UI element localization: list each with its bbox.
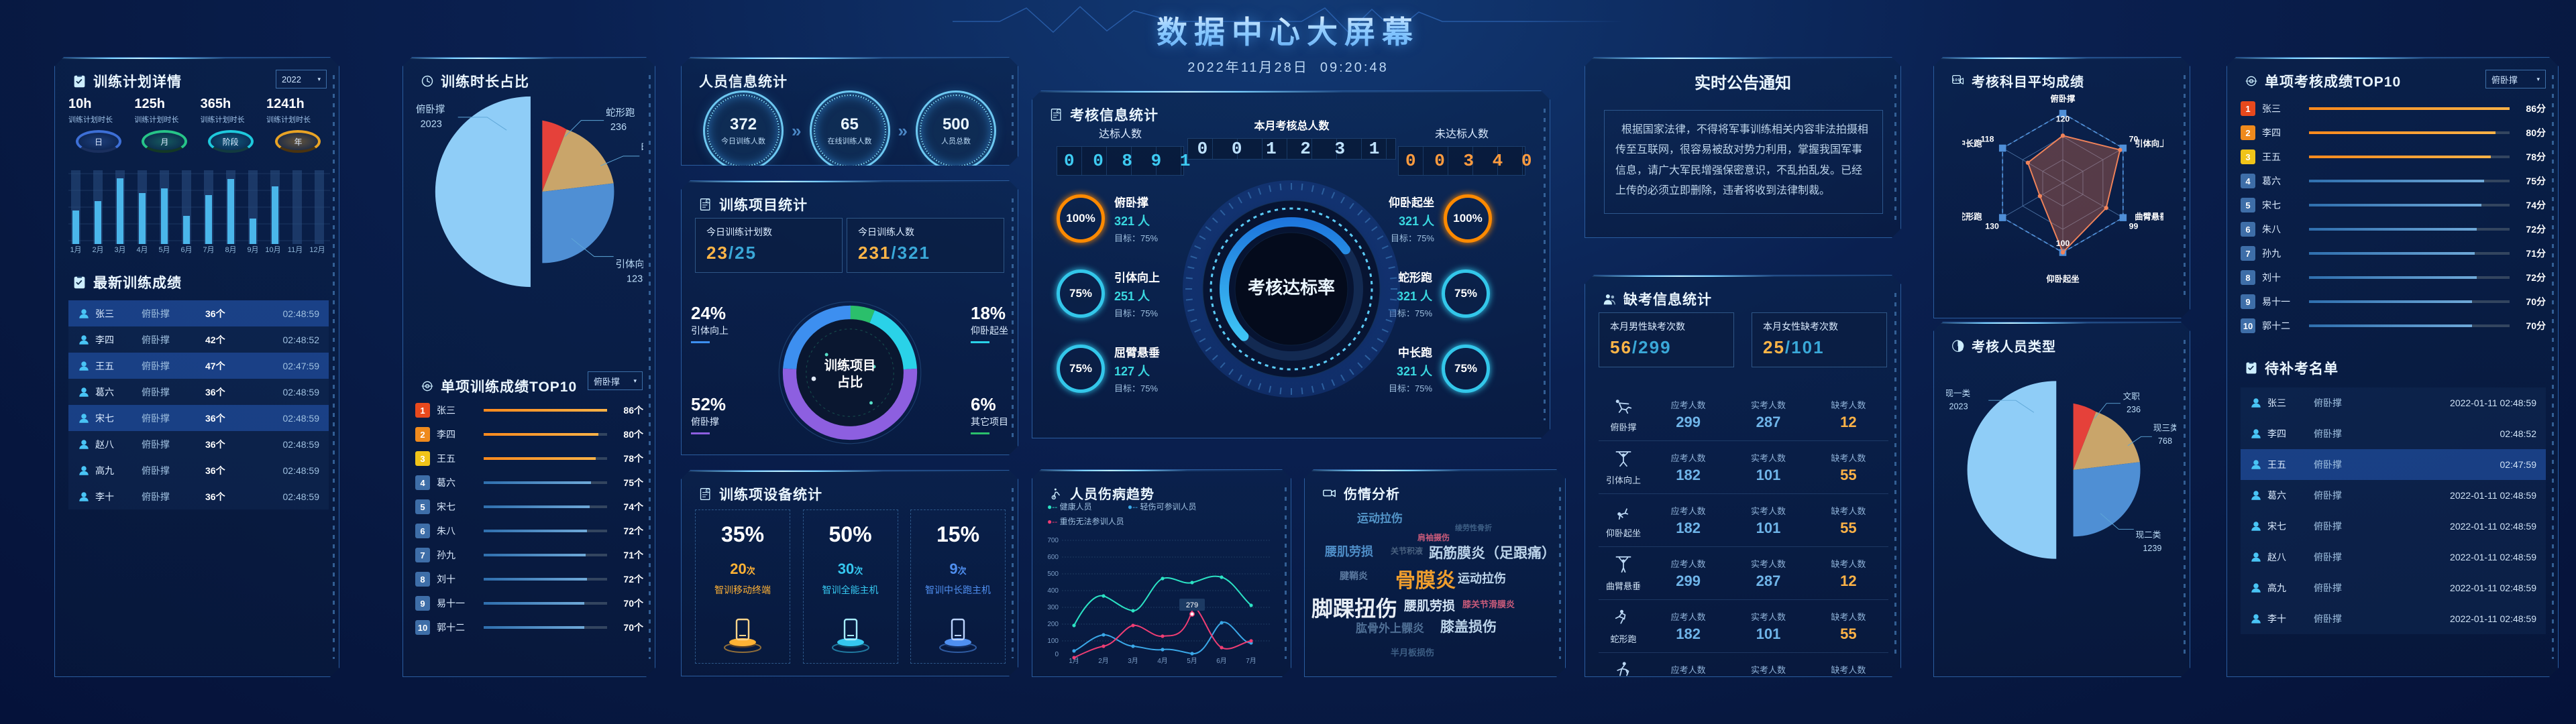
svg-text:考核达标率: 考核达标率 <box>1247 278 1334 298</box>
svg-text:训练项目: 训练项目 <box>824 357 875 373</box>
svg-text:100: 100 <box>1047 638 1059 645</box>
svg-text:7月: 7月 <box>1246 657 1256 664</box>
svg-text:70: 70 <box>2129 134 2139 143</box>
svg-text:2023: 2023 <box>1949 402 1968 412</box>
svg-text:11月: 11月 <box>288 246 303 254</box>
svg-text:279: 279 <box>1186 601 1198 609</box>
svg-text:99: 99 <box>2129 221 2139 231</box>
svg-text:i: i <box>1058 111 1059 113</box>
svg-text:600: 600 <box>1047 554 1059 561</box>
svg-text:768: 768 <box>2158 436 2172 446</box>
svg-text:2月: 2月 <box>1098 657 1109 664</box>
svg-text:曲臂悬垂: 曲臂悬垂 <box>2135 211 2163 221</box>
svg-text:文职: 文职 <box>2123 391 2141 401</box>
svg-text:6月: 6月 <box>1216 657 1227 664</box>
svg-text:2月: 2月 <box>92 246 103 254</box>
svg-text:10月: 10月 <box>265 246 280 254</box>
svg-text:700: 700 <box>1047 537 1059 544</box>
svg-text:5月: 5月 <box>1187 657 1197 664</box>
svg-text:仰卧起坐: 仰卧起坐 <box>2046 274 2079 284</box>
svg-text:6月: 6月 <box>180 246 192 254</box>
svg-text:占比: 占比 <box>837 374 862 389</box>
svg-text:400: 400 <box>1047 587 1059 595</box>
svg-text:蛇形跑: 蛇形跑 <box>1962 211 1982 221</box>
svg-text:3月: 3月 <box>114 246 125 254</box>
svg-text:曲臂悬垂: 曲臂悬垂 <box>641 141 643 152</box>
svg-text:236: 236 <box>610 122 627 133</box>
svg-text:500: 500 <box>1047 570 1059 578</box>
svg-text:9月: 9月 <box>247 246 258 254</box>
svg-text:现三类: 现三类 <box>2153 423 2176 432</box>
svg-text:俯卧撑: 俯卧撑 <box>2051 95 2076 104</box>
svg-text:100: 100 <box>2056 239 2070 248</box>
svg-text:5月: 5月 <box>158 246 170 254</box>
svg-text:8月: 8月 <box>225 246 236 254</box>
svg-text:4月: 4月 <box>1157 657 1168 664</box>
svg-text:i: i <box>707 490 708 493</box>
svg-text:3月: 3月 <box>1128 657 1138 664</box>
svg-text:蛇形跑: 蛇形跑 <box>606 107 635 119</box>
svg-text:1239: 1239 <box>627 274 643 284</box>
svg-text:236: 236 <box>2127 405 2141 414</box>
svg-text:300: 300 <box>1047 604 1059 611</box>
svg-text:130: 130 <box>1985 221 1999 231</box>
svg-text:1239: 1239 <box>2143 544 2161 553</box>
svg-text:200: 200 <box>1047 621 1059 628</box>
svg-text:i: i <box>707 200 708 203</box>
svg-text:0: 0 <box>1055 651 1059 658</box>
svg-text:2023: 2023 <box>421 119 442 129</box>
svg-text:100: 100 <box>1952 78 1960 82</box>
svg-text:引体向上: 引体向上 <box>616 259 643 270</box>
svg-text:俯卧撑: 俯卧撑 <box>416 104 445 115</box>
svg-text:现一类: 现一类 <box>1946 389 1970 398</box>
svg-text:中长跑: 中长跑 <box>1962 138 1982 148</box>
svg-text:7月: 7月 <box>203 246 214 254</box>
svg-text:现二类: 现二类 <box>2136 530 2161 540</box>
svg-text:引体向上: 引体向上 <box>2135 138 2163 148</box>
svg-text:4月: 4月 <box>136 246 148 254</box>
svg-text:120: 120 <box>2056 114 2070 123</box>
svg-text:118: 118 <box>1981 134 1994 143</box>
svg-text:1月: 1月 <box>70 246 81 254</box>
svg-text:12月: 12月 <box>309 246 325 254</box>
